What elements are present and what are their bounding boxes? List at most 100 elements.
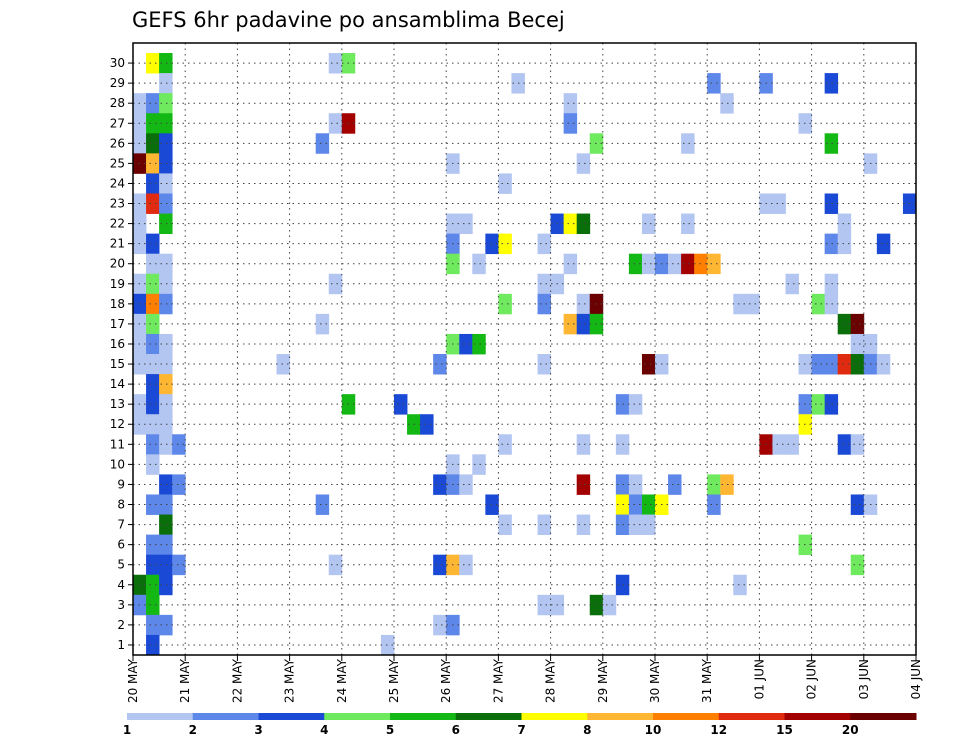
heatmap-cell [837, 233, 852, 255]
colorbar-swatch [653, 713, 720, 720]
chart-title: GEFS 6hr padavine po ansamblima Becej [132, 8, 565, 32]
heatmap-cell [785, 434, 799, 455]
heatmap-cell [159, 414, 173, 435]
colorbar-swatch [324, 713, 391, 720]
heatmap-cell [328, 554, 343, 576]
colorbar-swatch [258, 713, 325, 720]
heatmap-cell [172, 434, 186, 455]
colorbar-swatch [784, 713, 851, 720]
heatmap-cell [159, 193, 173, 214]
heatmap-cell [641, 494, 656, 515]
heatmap-cell [159, 73, 173, 94]
heatmap-cell [146, 53, 160, 74]
heatmap-cell [850, 434, 865, 455]
colorbar-swatch [521, 713, 588, 720]
heatmap-cell [159, 574, 173, 596]
y-tick-label: 20 [110, 257, 125, 271]
y-tick-label: 19 [110, 277, 125, 291]
heatmap-cell [498, 293, 512, 315]
heatmap-cell [811, 394, 826, 415]
heatmap-cell [146, 173, 160, 194]
heatmap-cell [837, 354, 852, 375]
x-tick-label: 29 MAY [596, 658, 610, 703]
heatmap-cell [537, 514, 551, 536]
heatmap-cell [641, 514, 656, 536]
heatmap-cell [172, 474, 186, 495]
y-tick-label: 25 [110, 156, 125, 170]
heatmap-cell [433, 614, 447, 636]
heatmap-cell [641, 354, 656, 375]
heatmap-cell [563, 253, 578, 275]
x-tick-label: 30 MAY [648, 658, 662, 703]
heatmap-cell [576, 474, 591, 495]
heatmap-cell [681, 133, 695, 154]
heatmap-cell [146, 394, 160, 415]
heatmap-cell [146, 494, 160, 515]
heatmap-cell [498, 514, 512, 536]
x-tick-label: 22 MAY [230, 658, 244, 703]
heatmap-cell [159, 93, 173, 114]
heatmap-cell [146, 293, 160, 315]
heatmap-cell [537, 293, 551, 315]
colorbar: 1 2 3 4 5 6 7 8 10 12 15 20 [123, 713, 917, 737]
heatmap-cell [707, 474, 721, 495]
heatmap-cell [563, 93, 578, 114]
heatmap-cell [159, 213, 173, 235]
heatmap-cell [628, 474, 643, 495]
y-tick-label: 15 [110, 357, 125, 371]
heatmap-cell [433, 474, 447, 495]
heatmap-cell [459, 213, 473, 235]
heatmap-cell [159, 534, 173, 556]
y-tick-label: 12 [110, 417, 125, 431]
x-tick-label: 03 JUN [857, 659, 871, 699]
y-tick-label: 23 [110, 197, 125, 211]
x-tick-label: 23 MAY [283, 658, 297, 703]
heatmap-cell [328, 113, 343, 134]
x-tick-label: 27 MAY [491, 658, 505, 703]
heatmap-cell [772, 434, 786, 455]
y-tick-label: 8 [117, 498, 125, 512]
heatmap-cell [315, 494, 330, 515]
y-tick-label: 10 [110, 457, 125, 471]
y-tick-label: 7 [117, 518, 125, 532]
heatmap-cell [576, 153, 591, 174]
colorbar-label: 6 [452, 723, 460, 737]
heatmap-cell [563, 213, 578, 235]
heatmap-cell [159, 394, 173, 415]
heatmap-cell [146, 374, 160, 395]
heatmap-cell [668, 253, 682, 275]
y-axis-ticks: 1234567891011121314151617181920212223242… [110, 56, 133, 652]
heatmap-cell [576, 213, 591, 235]
colorbar-label: 4 [320, 723, 328, 737]
heatmap-cell [159, 253, 173, 275]
heatmap-cell [707, 494, 721, 515]
y-tick-label: 5 [117, 558, 125, 572]
heatmap-cell [837, 434, 852, 455]
heatmap-cell [837, 313, 852, 335]
heatmap-cell [146, 434, 160, 455]
heatmap-cell [146, 574, 160, 596]
heatmap-cell [459, 554, 473, 576]
colorbar-label: 5 [386, 723, 394, 737]
heatmap-cell [433, 554, 447, 576]
y-tick-label: 26 [110, 136, 125, 150]
heatmap-cell [824, 193, 839, 214]
heatmap-cell [772, 193, 786, 214]
heatmap-cell [146, 313, 160, 335]
heatmap-cell [420, 414, 434, 435]
y-tick-label: 18 [110, 297, 125, 311]
heatmap-cell [146, 554, 160, 576]
heatmap-cell [576, 514, 591, 536]
heatmap-cell [563, 113, 578, 134]
heatmap-cell [485, 233, 499, 255]
y-tick-label: 30 [110, 56, 125, 70]
heatmap-cell [537, 233, 551, 255]
heatmap-cell [824, 354, 839, 375]
colorbar-swatch [455, 713, 522, 720]
colorbar-swatch [390, 713, 457, 720]
heatmap-cell [146, 614, 160, 636]
heatmap-cell [537, 273, 551, 295]
heatmap-cell [159, 434, 173, 455]
heatmap-cell [159, 173, 173, 194]
heatmap-cell [172, 554, 186, 576]
